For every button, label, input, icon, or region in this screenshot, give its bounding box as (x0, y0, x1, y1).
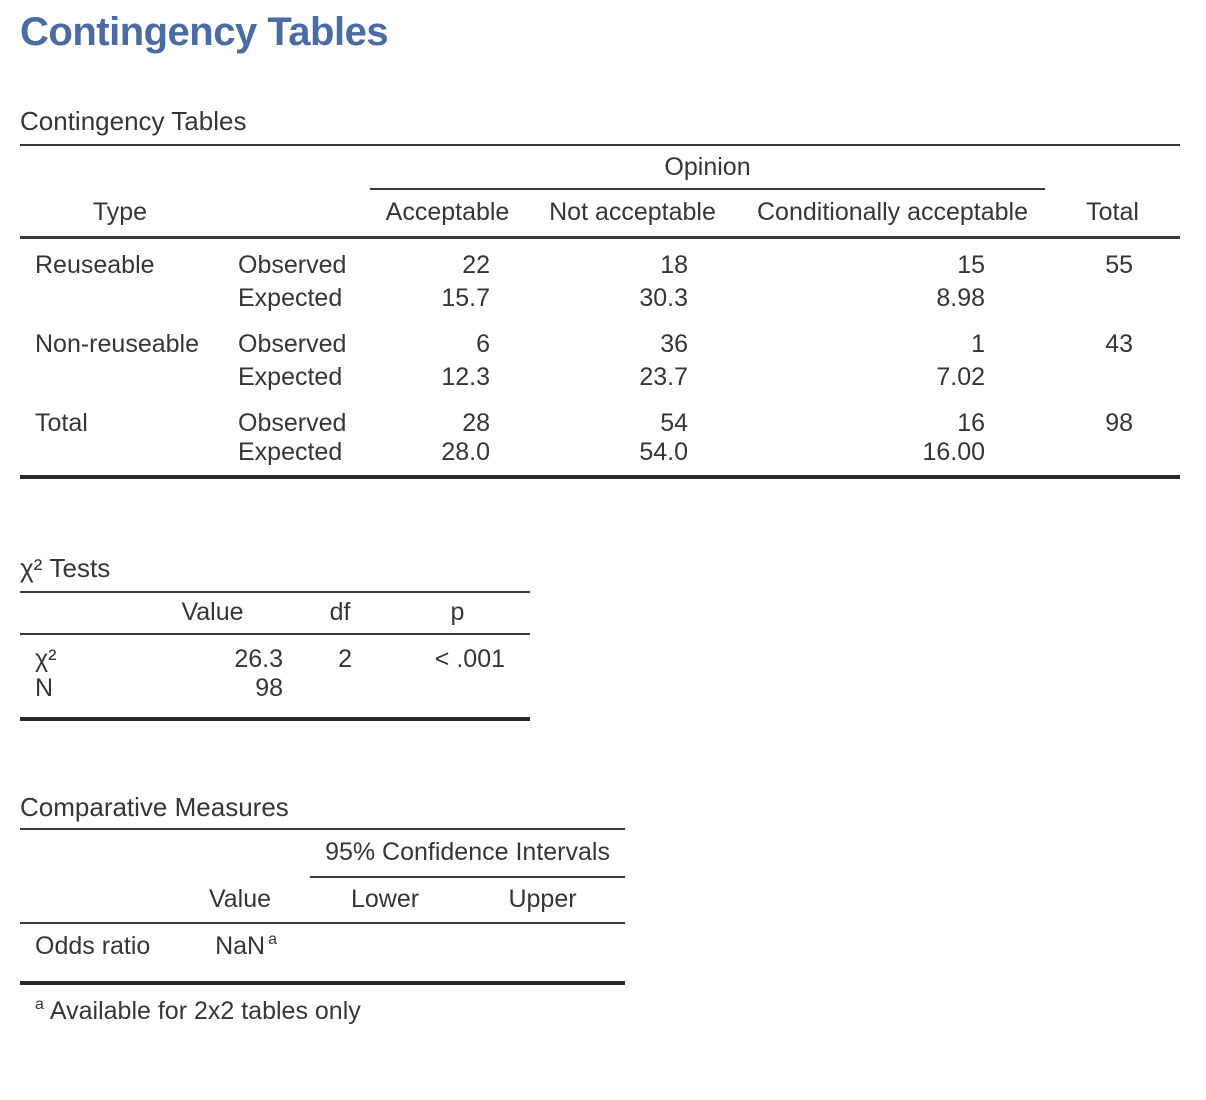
table-row: Expected 15.7 30.3 8.98 (20, 280, 1180, 318)
cell-measure: Observed (238, 329, 347, 358)
cell-value: 98 (255, 673, 283, 702)
value-text: NaN (215, 931, 266, 960)
column-header-row: Value df p (20, 591, 530, 635)
cell-conditionally-acceptable: 7.02 (936, 363, 986, 391)
cell-measure: Observed (238, 250, 347, 279)
cell-acceptable: 28.0 (441, 437, 490, 466)
cell-not-acceptable: 54 (660, 408, 688, 437)
contingency-section: Contingency Tables Opinion Type Acceptab… (20, 106, 1186, 479)
cell-type: Total (35, 408, 88, 437)
cell-df (295, 674, 385, 719)
cell-total (1045, 438, 1180, 477)
total-column-header: Total (1045, 189, 1181, 239)
cell-measure: Expected (238, 437, 343, 466)
page-title: Contingency Tables (20, 10, 389, 54)
cell-measure-label: Odds ratio (35, 931, 151, 960)
cell-total: 55 (1105, 250, 1134, 279)
table-row: Odds ratio NaN a (20, 923, 625, 983)
cell-measure: Expected (238, 363, 343, 391)
cell-p: < .001 (434, 644, 505, 673)
comparative-measures-table-title: Comparative Measures (20, 791, 289, 822)
cell-upper (460, 923, 625, 983)
cell-total: 43 (1105, 329, 1134, 358)
cell-type: Non-reuseable (35, 329, 199, 358)
cell-acceptable: 28 (462, 408, 490, 437)
cell-not-acceptable: 18 (660, 250, 688, 279)
value-column-header: Value (130, 591, 295, 635)
opinion-header: Opinion (370, 145, 1046, 190)
comparative-measures-table: 95% Confidence Intervals Value Lower Upp… (20, 827, 626, 985)
cell-acceptable: 6 (476, 329, 490, 358)
spacer-cell (20, 876, 170, 924)
table-row: Total Observed 28 54 16 98 (20, 397, 1180, 438)
table-row: Expected 12.3 23.7 7.02 (20, 359, 1180, 397)
cell-conditionally-acceptable: 16 (957, 408, 986, 437)
cell-not-acceptable: 30.3 (639, 284, 688, 312)
spacer-cell (220, 189, 370, 239)
cell-conditionally-acceptable: 1 (971, 329, 986, 358)
cell-df: 2 (338, 644, 352, 673)
opinion-header-row: Opinion (20, 145, 1180, 190)
df-column-header: df (295, 591, 385, 635)
cell-type (20, 280, 220, 318)
spacer-cell (1045, 145, 1180, 189)
footnote-marker: a (35, 996, 44, 1014)
spacer-cell (20, 145, 370, 189)
value-column-header: Value (170, 876, 310, 924)
cell-acceptable: 15.7 (441, 284, 490, 312)
cell-acceptable: 22 (462, 250, 490, 279)
contingency-table: Opinion Type Acceptable Not acceptable C… (20, 144, 1181, 479)
footnote-text: Available for 2x2 tables only (49, 996, 361, 1025)
column-header-row: Type Acceptable Not acceptable Condition… (20, 189, 1181, 239)
confidence-intervals-header: 95% Confidence Intervals (310, 828, 626, 878)
upper-column-header: Upper (460, 876, 626, 924)
cell-not-acceptable: 36 (660, 329, 688, 358)
cell-measure: Expected (238, 284, 343, 312)
cell-total (1045, 359, 1180, 397)
cell-statistic-label: N (35, 673, 54, 702)
cell-conditionally-acceptable: 16.00 (922, 437, 986, 466)
cell-not-acceptable: 54.0 (639, 437, 688, 466)
type-column-header: Type (20, 189, 220, 239)
cell-acceptable: 12.3 (441, 363, 490, 391)
cell-measure: Observed (238, 408, 347, 437)
footnote-marker: a (268, 931, 277, 949)
table-row: Non-reuseable Observed 6 36 1 43 (20, 318, 1180, 359)
table-footnote: a Available for 2x2 tables only (20, 995, 1186, 1027)
not-acceptable-column-header: Not acceptable (525, 189, 740, 239)
cell-total (1045, 280, 1180, 318)
cell-conditionally-acceptable: 15 (957, 250, 986, 279)
cell-p (385, 674, 530, 719)
cell-type (20, 359, 220, 397)
table-row: N 98 (20, 674, 530, 719)
table-row: χ² 26.3 2 < .001 (20, 634, 530, 674)
cell-conditionally-acceptable: 8.98 (936, 284, 986, 312)
ci-header-row: 95% Confidence Intervals (20, 828, 626, 878)
cell-value: NaN a (170, 923, 310, 983)
chi-square-table-title: χ² Tests (20, 552, 111, 583)
chi-square-table: Value df p χ² 26.3 2 < .001 N 98 (20, 590, 530, 721)
spacer-cell (20, 829, 310, 877)
comparative-measures-section: Comparative Measures 95% Confidence Inte… (20, 792, 1186, 1027)
cell-type: Reuseable (35, 250, 155, 279)
table-row: Expected 28.0 54.0 16.00 (20, 438, 1180, 477)
cell-type (20, 438, 220, 477)
conditionally-acceptable-column-header: Conditionally acceptable (740, 189, 1046, 239)
p-column-header: p (385, 591, 530, 635)
cell-value: 26.3 (234, 644, 283, 673)
column-header-row: Value Lower Upper (20, 876, 626, 924)
lower-column-header: Lower (310, 876, 460, 924)
spacer-cell (20, 591, 130, 635)
acceptable-column-header: Acceptable (370, 189, 525, 239)
cell-lower (310, 923, 460, 983)
contingency-table-title: Contingency Tables (20, 106, 247, 136)
cell-statistic-label: χ² (35, 644, 57, 673)
cell-total: 98 (1105, 408, 1134, 437)
cell-not-acceptable: 23.7 (639, 363, 688, 391)
table-row: Reuseable Observed 22 18 15 55 (20, 237, 1180, 280)
chi-square-section: χ² Tests Value df p χ² 26.3 2 < .001 (20, 553, 1186, 721)
